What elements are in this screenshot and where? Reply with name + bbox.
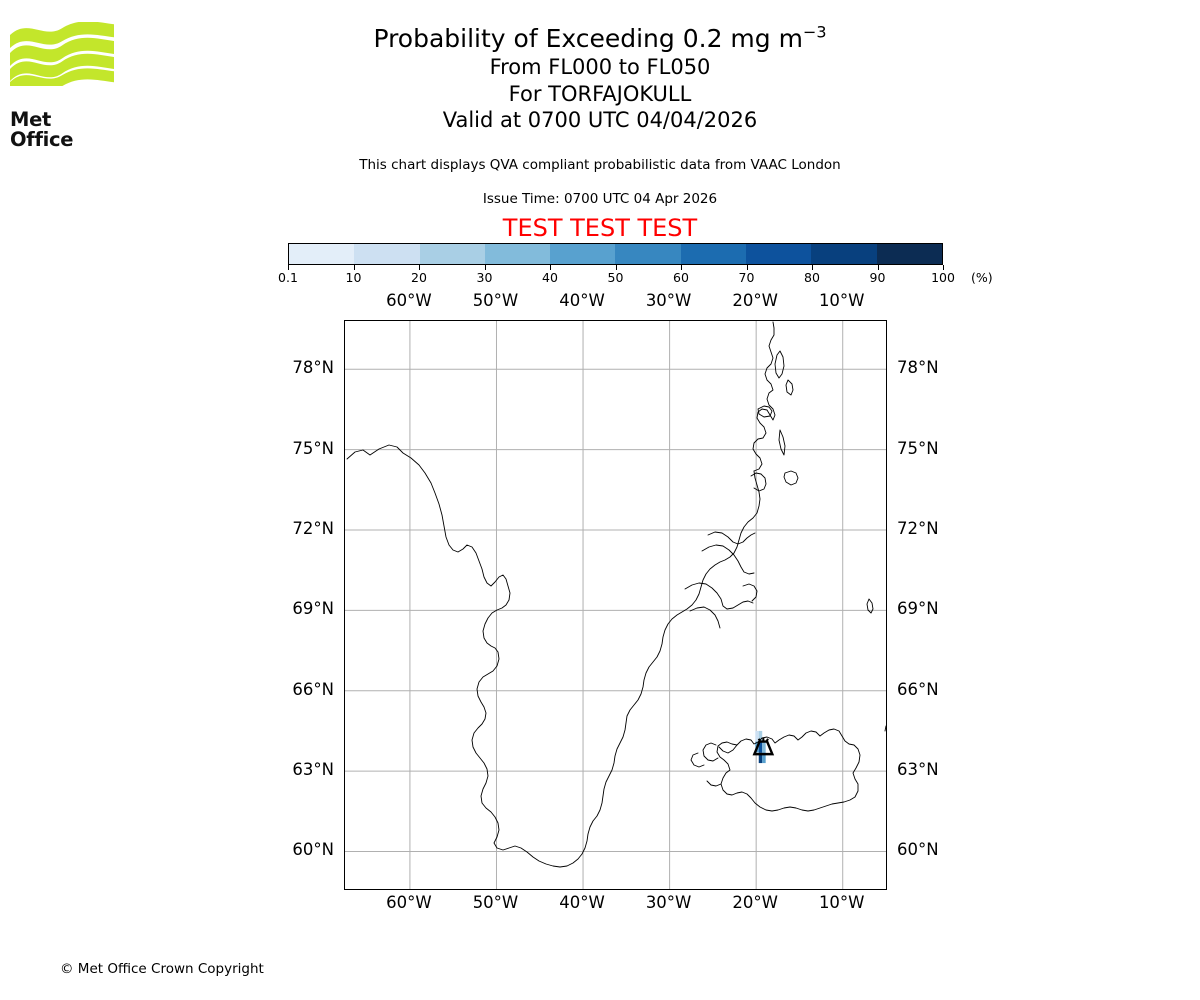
volcano-plume-line-0 (757, 738, 762, 743)
colorbar-swatch-6 (680, 244, 747, 264)
ash-cell-5 (758, 752, 763, 764)
colorbar-tick-2 (419, 265, 420, 270)
chart-title-block: Probability of Exceeding 0.2 mg m−3 From… (0, 24, 1200, 134)
colorbar-tick-label-0: 0.1 (278, 270, 298, 285)
valid-time-line: Valid at 0700 UTC 04/04/2026 (442, 108, 758, 132)
y-axis-label-left-3: 69°N (292, 599, 334, 619)
colorbar-swatch-4 (550, 244, 616, 264)
colorbar: 0.1 10 20 30 40 50 60 70 80 90 100 (278, 243, 955, 285)
y-axis-label-left-0: 78°N (292, 358, 334, 378)
colorbar-swatch-3 (484, 244, 551, 264)
x-axis-label-top-0: 60°W (386, 291, 432, 310)
logo-wave-1 (10, 21, 114, 48)
x-axis-label-bottom-0: 60°W (386, 893, 432, 912)
x-axis-label-bottom-1: 50°W (472, 893, 519, 912)
colorbar-tick-label-1: 10 (345, 270, 362, 285)
x-axis-label-bottom-4: 20°W (732, 893, 778, 912)
x-axis-label-bottom-5: 10°W (818, 893, 865, 912)
colorbar-ticks (288, 265, 944, 275)
y-axis-label-right-1: 75°N (897, 438, 939, 458)
volcano-plume-line-2 (765, 738, 769, 743)
y-axis-label-left-1: 75°N (292, 438, 334, 458)
x-axis-label-top-4: 20°W (732, 291, 778, 310)
colorbar-swatch-2 (419, 244, 485, 264)
colorbar-gradient (288, 243, 943, 265)
colorbar-tick-label-3: 30 (476, 270, 493, 285)
ash-cell-6 (762, 752, 766, 764)
colorbar-tick-3 (484, 265, 486, 270)
colorbar-swatch-9 (876, 244, 942, 264)
colorbar-tick-5 (615, 265, 617, 270)
coastlines (346, 321, 886, 868)
colorbar-tick-label-6: 60 (673, 270, 689, 285)
colorbar-tick-labels: 0.1 10 20 30 40 50 60 70 80 90 100 (278, 270, 955, 288)
y-axis-label-left-6: 60°N (292, 840, 334, 860)
colorbar-tick-label-4: 40 (542, 270, 558, 285)
colorbar-tick-0 (288, 265, 289, 270)
main-title-text: Probability of Exceeding 0.2 mg m (373, 24, 803, 53)
issue-time: Issue Time: 0700 UTC 04 Apr 2026 (482, 191, 718, 207)
x-axis-label-top-2: 40°W (559, 291, 605, 310)
y-axis-label-right-4: 66°N (897, 679, 939, 699)
colorbar-tick-8 (812, 265, 813, 270)
map-gridlines (345, 321, 886, 889)
x-axis-label-bottom-3: 30°W (645, 893, 692, 912)
colorbar-tick-10 (943, 265, 944, 270)
ash-cell-3 (758, 741, 763, 753)
colorbar-swatch-8 (811, 244, 877, 264)
y-axis-label-right-6: 60°N (897, 840, 939, 860)
colorbar-tick-6 (681, 265, 682, 270)
map-plot-area[interactable] (344, 320, 887, 890)
y-axis-label-right-3: 69°N (897, 599, 939, 619)
flight-level-line: From FL000 to FL050 (489, 55, 711, 79)
colorbar-swatch-1 (354, 244, 420, 264)
ash-cell-4 (762, 741, 766, 753)
colorbar-tick-7 (746, 265, 748, 270)
y-axis-label-right-5: 63°N (897, 760, 939, 780)
colorbar-tick-1 (353, 265, 355, 270)
met-office-logo: Met Office (10, 21, 114, 149)
volcano-name-line: For TORFAJOKULL (508, 81, 692, 106)
qva-note: This chart displays QVA compliant probab… (359, 157, 841, 173)
y-axis-label-left-4: 66°N (292, 679, 334, 699)
colorbar-swatch-7 (746, 244, 812, 264)
colorbar-unit-label: (%) (971, 270, 993, 285)
ash-cell-0 (755, 730, 759, 742)
colorbar-tick-label-2: 20 (411, 270, 427, 285)
volcano-marker-icon (752, 737, 775, 756)
colorbar-tick-label-8: 80 (804, 270, 820, 285)
colorbar-tick-label-5: 50 (607, 270, 624, 285)
logo-wave-2 (10, 37, 114, 66)
logo-wave-3 (10, 53, 114, 81)
x-axis-label-top-3: 30°W (645, 291, 692, 310)
met-office-wordmark: Met Office (10, 108, 74, 151)
ash-cell-1 (758, 730, 763, 742)
test-banner: TEST TEST TEST (502, 214, 698, 242)
colorbar-swatch-0 (289, 244, 355, 264)
colorbar-tick-9 (877, 265, 879, 270)
x-axis-label-top-1: 50°W (472, 291, 519, 310)
y-axis-label-left-5: 63°N (292, 760, 334, 780)
main-title-exponent: −3 (802, 22, 827, 42)
colorbar-tick-label-7: 70 (738, 270, 755, 285)
x-axis-label-bottom-2: 40°W (559, 893, 605, 912)
map-canvas (345, 321, 886, 889)
copyright-notice: © Met Office Crown Copyright (60, 961, 264, 977)
x-axis-label-top-5: 10°W (818, 291, 865, 310)
colorbar-tick-label-9: 90 (869, 270, 886, 285)
colorbar-tick-4 (550, 265, 551, 270)
page-title: Probability of Exceeding 0.2 mg m−3 (0, 24, 1200, 54)
y-axis-label-left-2: 72°N (292, 518, 334, 538)
y-axis-label-right-0: 78°N (897, 358, 939, 378)
colorbar-swatch-5 (615, 244, 681, 264)
y-axis-label-right-2: 72°N (897, 518, 939, 538)
colorbar-tick-label-10: 100 (931, 270, 955, 285)
